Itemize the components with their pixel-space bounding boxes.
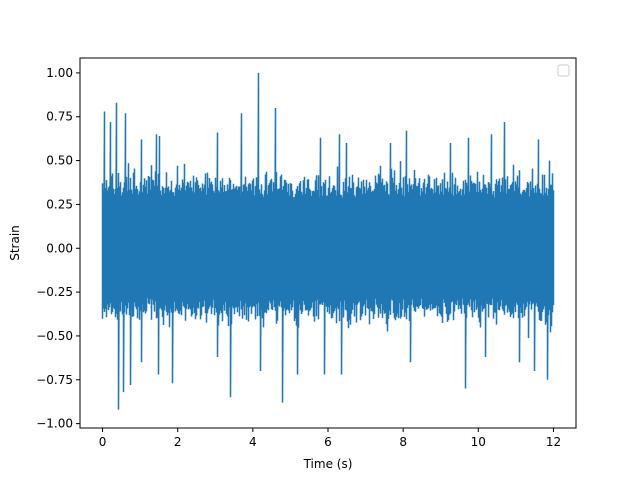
x-axis-label: Time (s) (303, 457, 353, 471)
x-tick-label: 4 (249, 435, 257, 449)
y-tick-label: −1.00 (36, 417, 73, 431)
y-tick-label: 1.00 (46, 66, 73, 80)
y-axis: −1.00 −0.75 −0.50 −0.25 0.00 0.25 0.50 0.75 1.00 (36, 66, 80, 431)
x-tick-label: 8 (399, 435, 407, 449)
y-axis-label: Strain (8, 225, 22, 261)
y-tick-label: 0.00 (46, 241, 73, 255)
legend-box (557, 64, 570, 77)
x-tick-label: 10 (471, 435, 486, 449)
x-tick-label: 0 (99, 435, 107, 449)
x-tick-label: 6 (324, 435, 332, 449)
x-axis: 0 2 4 6 8 10 12 (99, 428, 561, 449)
x-tick-label: 2 (174, 435, 182, 449)
y-tick-label: 0.50 (46, 154, 73, 168)
y-tick-label: 0.75 (46, 110, 73, 124)
series-layer (101, 72, 555, 410)
y-tick-label: −0.75 (36, 373, 73, 387)
series-core-band (102, 209, 554, 287)
y-tick-label: −0.25 (36, 285, 73, 299)
y-tick-label: −0.50 (36, 329, 73, 343)
y-tick-label: 0.25 (46, 197, 73, 211)
x-tick-label: 12 (546, 435, 561, 449)
